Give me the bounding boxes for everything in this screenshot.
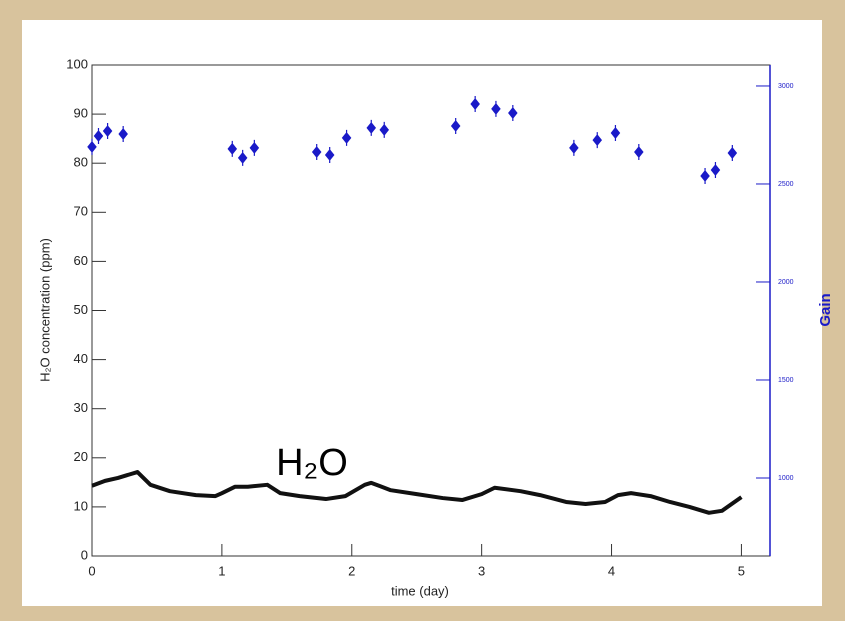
gain-point: [491, 100, 501, 117]
annotation: H₂O: [276, 442, 348, 484]
y-tick-label: 50: [74, 302, 88, 317]
y-tick-label: 90: [74, 106, 88, 121]
gain-point: [237, 149, 248, 166]
gain-point: [610, 125, 621, 142]
gain-point: [311, 144, 322, 161]
gain-point: [450, 117, 461, 134]
gain-point: [249, 139, 260, 156]
x-tick-label: 4: [608, 563, 615, 578]
gain-point: [634, 144, 644, 161]
y-tick-label: 20: [74, 449, 88, 464]
gain-point: [227, 140, 238, 157]
y-tick-label: 40: [74, 351, 88, 366]
h2o-line: [91, 470, 743, 515]
gain-point: [727, 145, 738, 162]
gain-point: [87, 138, 97, 155]
gain-point: [470, 96, 480, 113]
y2-tick-label: 1500: [778, 377, 794, 384]
x-axis-label: time (day): [391, 583, 449, 598]
gain-point: [102, 123, 113, 140]
y-axis-label: H₂O concentration (ppm): [37, 238, 52, 382]
y-tick-label: 100: [66, 56, 88, 71]
gain-point: [569, 139, 579, 156]
gain-point: [324, 146, 335, 163]
y-tick-label: 30: [74, 400, 88, 415]
y-tick-label: 0: [81, 547, 88, 562]
gain-point: [379, 121, 390, 138]
gain-point: [592, 132, 603, 149]
y-tick-label: 70: [74, 204, 88, 219]
x-tick-label: 2: [348, 563, 355, 578]
x-tick-label: 3: [478, 563, 485, 578]
y2-tick-label: 3000: [778, 83, 794, 90]
gain-point: [341, 129, 352, 146]
gain-point: [93, 127, 104, 144]
y2-tick-label: 2000: [778, 279, 794, 286]
gain-point: [508, 105, 518, 122]
gain-point: [700, 167, 710, 184]
x-tick-label: 0: [88, 563, 95, 578]
gain-point: [118, 125, 128, 142]
y-tick-label: 10: [74, 498, 88, 513]
y2-tick-label: 2500: [778, 181, 794, 188]
x-tick-label: 1: [218, 563, 225, 578]
gain-point: [366, 119, 377, 136]
x-tick-label: 5: [738, 563, 745, 578]
gain-point: [710, 162, 721, 179]
y2-tick-label: 1000: [778, 475, 794, 482]
y-tick-label: 60: [74, 253, 88, 268]
y2-axis-label: Gain: [817, 293, 834, 326]
panel: [22, 20, 822, 606]
y-tick-label: 80: [74, 155, 88, 170]
